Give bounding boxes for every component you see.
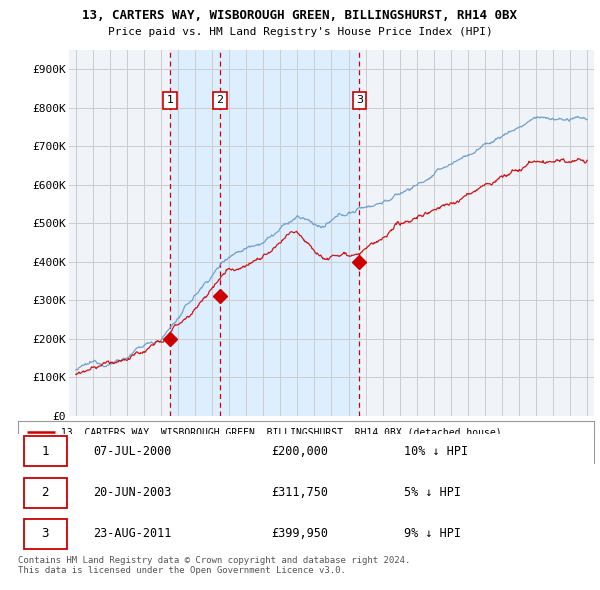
Text: £311,750: £311,750 (271, 486, 328, 499)
Text: 1: 1 (167, 95, 174, 105)
Text: Contains HM Land Registry data © Crown copyright and database right 2024.
This d: Contains HM Land Registry data © Crown c… (18, 556, 410, 575)
Text: £399,950: £399,950 (271, 527, 328, 540)
Text: 13, CARTERS WAY, WISBOROUGH GREEN, BILLINGSHURST, RH14 0BX: 13, CARTERS WAY, WISBOROUGH GREEN, BILLI… (83, 9, 517, 22)
Text: 20-JUN-2003: 20-JUN-2003 (93, 486, 171, 499)
Text: 13, CARTERS WAY, WISBOROUGH GREEN, BILLINGSHURST, RH14 0BX (detached house): 13, CARTERS WAY, WISBOROUGH GREEN, BILLI… (61, 427, 502, 437)
Text: 3: 3 (356, 95, 363, 105)
Bar (170, 50, 220, 416)
FancyBboxPatch shape (24, 519, 67, 549)
FancyBboxPatch shape (24, 478, 67, 507)
Text: 10% ↓ HPI: 10% ↓ HPI (404, 445, 468, 458)
Text: £200,000: £200,000 (271, 445, 328, 458)
Text: 1: 1 (41, 445, 49, 458)
Text: 9% ↓ HPI: 9% ↓ HPI (404, 527, 461, 540)
Text: 2: 2 (217, 95, 224, 105)
Text: 3: 3 (41, 527, 49, 540)
Text: Price paid vs. HM Land Registry's House Price Index (HPI): Price paid vs. HM Land Registry's House … (107, 27, 493, 37)
FancyBboxPatch shape (24, 437, 67, 466)
Bar (220, 50, 359, 416)
Text: HPI: Average price, detached house, Chichester: HPI: Average price, detached house, Chic… (61, 448, 331, 457)
Text: 23-AUG-2011: 23-AUG-2011 (93, 527, 171, 540)
Text: 07-JUL-2000: 07-JUL-2000 (93, 445, 171, 458)
Text: 5% ↓ HPI: 5% ↓ HPI (404, 486, 461, 499)
Text: 2: 2 (41, 486, 49, 499)
